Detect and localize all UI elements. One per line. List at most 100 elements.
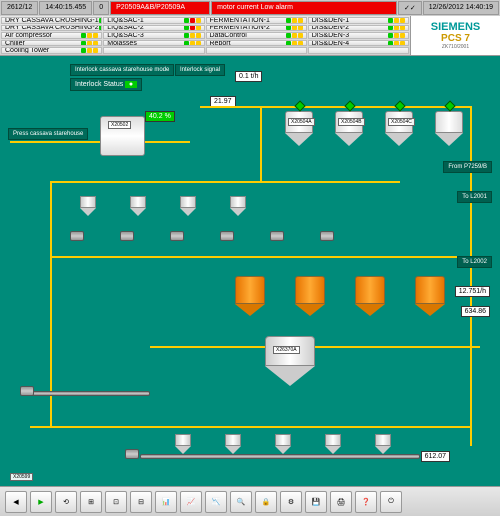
status-grid: DRY CASSAVA CRUSHING-1LIQ&SAC-1FERMENTAT… — [0, 16, 410, 55]
pipe — [200, 106, 470, 108]
valve[interactable] — [294, 100, 305, 111]
small-hopper[interactable] — [225, 434, 241, 454]
silo-2[interactable] — [295, 276, 325, 316]
toolbar-btn-7[interactable]: 📈 — [180, 491, 202, 513]
toolbar-btn-15[interactable]: ⏻ — [380, 491, 402, 513]
status-cell[interactable]: LIQ&SAC-1 — [103, 17, 204, 24]
motor[interactable] — [320, 231, 334, 241]
motor[interactable] — [270, 231, 284, 241]
press-box[interactable]: Press cassava starehouse — [8, 128, 88, 140]
toolbar-btn-6[interactable]: 📊 — [155, 491, 177, 513]
silo-4[interactable] — [415, 276, 445, 316]
pipe — [150, 346, 480, 348]
interlock-box-2[interactable]: Interlock Status ● — [70, 78, 142, 91]
hopper-4[interactable] — [435, 111, 463, 146]
motor[interactable] — [20, 386, 34, 396]
status-bar: DRY CASSAVA CRUSHING-1LIQ&SAC-1FERMENTAT… — [0, 16, 500, 56]
value-8: 634.86 — [461, 306, 490, 317]
toolbar-btn-3[interactable]: ⊞ — [80, 491, 102, 513]
toolbar-btn-0[interactable]: ◀ — [5, 491, 27, 513]
hopper-1[interactable] — [285, 111, 313, 146]
small-hopper[interactable] — [375, 434, 391, 454]
small-hopper[interactable] — [230, 196, 246, 216]
status-cell[interactable]: Air compressor — [1, 32, 102, 39]
valve[interactable] — [344, 100, 355, 111]
large-hopper-tag: X26370A — [273, 346, 300, 354]
toolbar-btn-12[interactable]: 💾 — [305, 491, 327, 513]
status-cell[interactable]: FERMENTATION-2 — [206, 25, 307, 32]
conveyor-1[interactable] — [30, 391, 150, 396]
brand-product: PCS 7 — [441, 33, 470, 44]
toolbar-btn-1[interactable]: ▶ — [30, 491, 52, 513]
conveyor-2[interactable] — [140, 454, 420, 459]
small-hopper[interactable] — [275, 434, 291, 454]
toolbar: ◀▶⟲⊞⊡⊟📊📈📉🔍🔒⚙💾🖨❓⏻ — [0, 486, 500, 516]
pipe — [50, 256, 470, 258]
status-cell[interactable]: LIQ&SAC-2 — [103, 25, 204, 32]
value-1: 40.2 % — [145, 111, 175, 122]
brand-id: ZK710/2001 — [442, 44, 469, 50]
toolbar-btn-9[interactable]: 🔍 — [230, 491, 252, 513]
brand-panel: SIEMENS PCS 7 ZK710/2001 — [410, 16, 500, 55]
small-hopper[interactable] — [175, 434, 191, 454]
toolbar-btn-11[interactable]: ⚙ — [280, 491, 302, 513]
toolbar-btn-2[interactable]: ⟲ — [55, 491, 77, 513]
interlock-box-1[interactable]: Interlock cassava starehouse mode — [70, 64, 174, 76]
status-cell[interactable]: DIS&DEN-1 — [308, 17, 409, 24]
silo-3[interactable] — [355, 276, 385, 316]
motor[interactable] — [125, 449, 139, 459]
time-cell: 14:40:15.455 — [39, 1, 92, 15]
silo-1[interactable] — [235, 276, 265, 316]
motor[interactable] — [70, 231, 84, 241]
hopper-2-tag: X20504B — [338, 118, 365, 126]
hopper-2[interactable] — [335, 111, 363, 146]
status-cell[interactable]: Molasses — [103, 40, 204, 47]
status-cell[interactable]: Report — [206, 40, 307, 47]
process-diagram[interactable]: Interlock cassava starehouse mode Interl… — [0, 56, 500, 486]
large-hopper[interactable] — [265, 336, 315, 386]
status-cell[interactable]: Cooling Tower — [1, 47, 102, 54]
pipe — [470, 106, 472, 446]
status-cell[interactable]: Chiller — [1, 40, 102, 47]
ack-icon[interactable]: ✓✓ — [398, 1, 422, 15]
small-hopper[interactable] — [325, 434, 341, 454]
count-cell: 0 — [93, 1, 109, 15]
hopper-3[interactable] — [385, 111, 413, 146]
brand-name: SIEMENS — [431, 21, 481, 33]
status-cell[interactable]: LIQ&SAC-3 — [103, 32, 204, 39]
valve[interactable] — [394, 100, 405, 111]
small-hopper[interactable] — [180, 196, 196, 216]
status-cell[interactable]: DataControl — [206, 32, 307, 39]
crusher-tag: X20502 — [108, 121, 131, 129]
value-3: 0.1 t/h — [235, 71, 262, 82]
toolbar-btn-10[interactable]: 🔒 — [255, 491, 277, 513]
from-label: From P7259/B — [443, 161, 492, 173]
pipe — [30, 426, 470, 428]
status-cell[interactable]: DRY CASSAVA CRUSHING-1 — [1, 17, 102, 24]
pipe — [260, 106, 262, 181]
interlock-box-3[interactable]: Interlock signal — [175, 64, 225, 76]
motor[interactable] — [120, 231, 134, 241]
toolbar-btn-4[interactable]: ⊡ — [105, 491, 127, 513]
datetime-cell: 12/26/2012 14:40:19 — [423, 1, 499, 15]
value-9: 612.07 — [421, 451, 450, 462]
status-cell[interactable]: DIS&DEN-3 — [308, 32, 409, 39]
status-cell[interactable]: DIS&DEN-4 — [308, 40, 409, 47]
toolbar-btn-14[interactable]: ❓ — [355, 491, 377, 513]
small-hopper[interactable] — [80, 196, 96, 216]
motor[interactable] — [220, 231, 234, 241]
status-cell[interactable]: DRY CASSAVA CRUSHING-2 — [1, 25, 102, 32]
toolbar-btn-13[interactable]: 🖨 — [330, 491, 352, 513]
toolbar-btn-5[interactable]: ⊟ — [130, 491, 152, 513]
status-cell[interactable]: DIS&DEN-2 — [308, 25, 409, 32]
small-hopper[interactable] — [130, 196, 146, 216]
pipe — [50, 181, 52, 426]
tag-cell: P20509A&B/P20509A — [110, 1, 210, 15]
motor[interactable] — [170, 231, 184, 241]
bottom-tag: X20599 — [10, 473, 33, 481]
to-label-1: To L2001 — [457, 191, 492, 203]
status-cell[interactable]: FERMENTATION-1 — [206, 17, 307, 24]
valve[interactable] — [444, 100, 455, 111]
toolbar-btn-8[interactable]: 📉 — [205, 491, 227, 513]
date-cell: 2612/12 — [1, 1, 38, 15]
